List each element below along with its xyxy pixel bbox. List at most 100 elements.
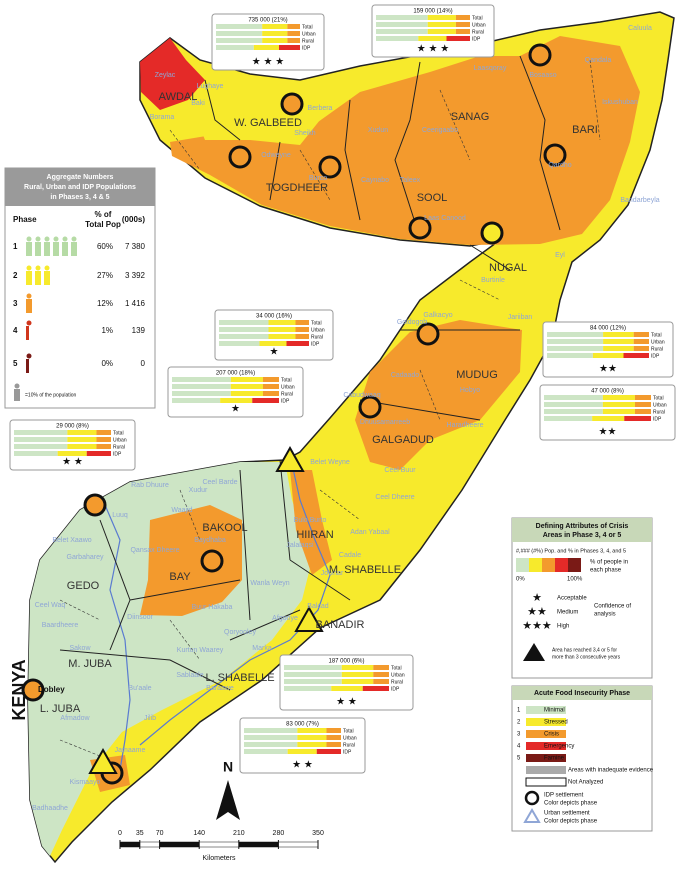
place-label: Kurtun Waarey [177, 647, 224, 654]
persistent-crisis-marker [275, 445, 305, 472]
person-icon [44, 236, 50, 242]
river [104, 504, 131, 771]
place-label: Adan Yabaal [350, 529, 390, 536]
legend-text: Minimal [544, 708, 565, 714]
callout-bar [244, 735, 298, 740]
legend-num: 1 [517, 708, 521, 714]
place-label: Bandarbeyla [620, 197, 659, 204]
callout-bar [14, 437, 68, 442]
region-label: BAKOOL [202, 522, 247, 534]
legend-text: each phase [590, 568, 622, 574]
place-label: Ceel Waq [35, 602, 66, 609]
persistent-crisis-marker [88, 747, 118, 774]
legend-text: High [557, 624, 569, 630]
callout-row-label: Rural [302, 38, 314, 44]
region-label: TOGDHEER [266, 182, 328, 194]
legend-bar [542, 558, 555, 572]
scale-tick-label: 350 [312, 830, 324, 837]
callout-bar [286, 341, 309, 346]
place-label: Baki [191, 100, 205, 107]
aggregate-num: 7 380 [125, 242, 146, 251]
aggregate-pct: 0% [101, 359, 113, 368]
callout-bar [216, 24, 263, 29]
region-label: W. GALBEED [234, 117, 302, 129]
idp-settlement [83, 493, 107, 517]
callout-bar [602, 409, 635, 414]
callout-row-label: Rural [113, 444, 125, 450]
legend-text: Area has reached 3,4 or 5 for [552, 647, 617, 653]
callout-bar [297, 735, 327, 740]
legend-text: 100% [567, 577, 583, 583]
crisis-area [355, 320, 522, 470]
legend-num: 2 [517, 720, 521, 726]
persistent-crisis-marker [294, 605, 324, 632]
region-label: MUDUG [456, 369, 498, 381]
callout-bar [427, 15, 456, 20]
place-label: Sakow [69, 645, 91, 652]
place-label: Berbera [308, 105, 333, 112]
idp-settlement [21, 678, 45, 702]
scale-segment [139, 841, 160, 848]
place-label: Qandala [585, 57, 612, 64]
place-label: Qoryooley [224, 629, 256, 636]
callout-row-label: Rural [391, 679, 403, 685]
place-label: Laasqoray [474, 65, 507, 72]
callout-row-label: IDP [472, 36, 481, 42]
legend-text: Acceptable [557, 596, 587, 602]
person-icon [35, 265, 41, 271]
callout-total: 29 000 (8%) [56, 424, 89, 430]
place-label: Wanla Weyn [250, 580, 289, 587]
callout-bar [216, 38, 263, 43]
region-label: L. SHABELLE [205, 672, 274, 684]
callout-bar [172, 391, 231, 396]
legend-stars: ★ [532, 592, 542, 604]
region-label: BARI [572, 124, 598, 136]
callout-bar [268, 327, 296, 332]
callout-bar [67, 437, 97, 442]
callout-bar [602, 395, 635, 400]
place-label: Baydhaba [194, 537, 226, 544]
legend-num: 3 [517, 732, 521, 738]
callout-row-label: Rural [653, 409, 665, 415]
callout-bar [376, 29, 428, 34]
legend-bar [568, 558, 581, 572]
place-label: Badhaadhe [32, 805, 68, 812]
person-icon [26, 320, 32, 326]
stressed-area [195, 110, 320, 145]
legend-swatch [526, 754, 566, 762]
callout-bar [14, 451, 58, 456]
person-icon [62, 242, 68, 256]
region-borders [59, 55, 561, 691]
callout-row-label: IDP [113, 451, 122, 457]
person-icon [26, 326, 29, 340]
place-label: Afgooye [272, 615, 298, 622]
person-icon [26, 236, 32, 242]
callout-row-label: IDP [343, 749, 352, 755]
place-label: Luuq [112, 512, 128, 519]
country-label: KENYA [9, 659, 29, 720]
callout-bar [284, 686, 332, 691]
person-icon [53, 236, 59, 242]
callout-bar [262, 31, 288, 36]
callout-bar [544, 395, 603, 400]
legend-idp [524, 790, 540, 806]
callout-stars: ★★ [599, 427, 617, 438]
callout-bar [624, 416, 651, 421]
town-label: Dobley [38, 685, 65, 694]
callout-bar [219, 334, 269, 339]
callout-row-label: Urban [391, 672, 405, 678]
legend-swatch [525, 777, 567, 787]
north-arrow [216, 780, 240, 820]
crisis-area [290, 470, 332, 575]
callout-bar [67, 430, 97, 435]
callout-total: 47 000 (8%) [591, 389, 624, 395]
place-label: Garbaharey [67, 554, 104, 561]
person-icon [26, 242, 32, 256]
callout-bar [547, 332, 604, 337]
callout-row-label: Total [113, 430, 124, 436]
region-label: BAY [169, 571, 191, 583]
region-label: L. JUBA [40, 703, 81, 715]
callout-bar [244, 749, 288, 754]
callout-bar [376, 15, 428, 20]
aggregate-num: 3 392 [125, 271, 146, 280]
